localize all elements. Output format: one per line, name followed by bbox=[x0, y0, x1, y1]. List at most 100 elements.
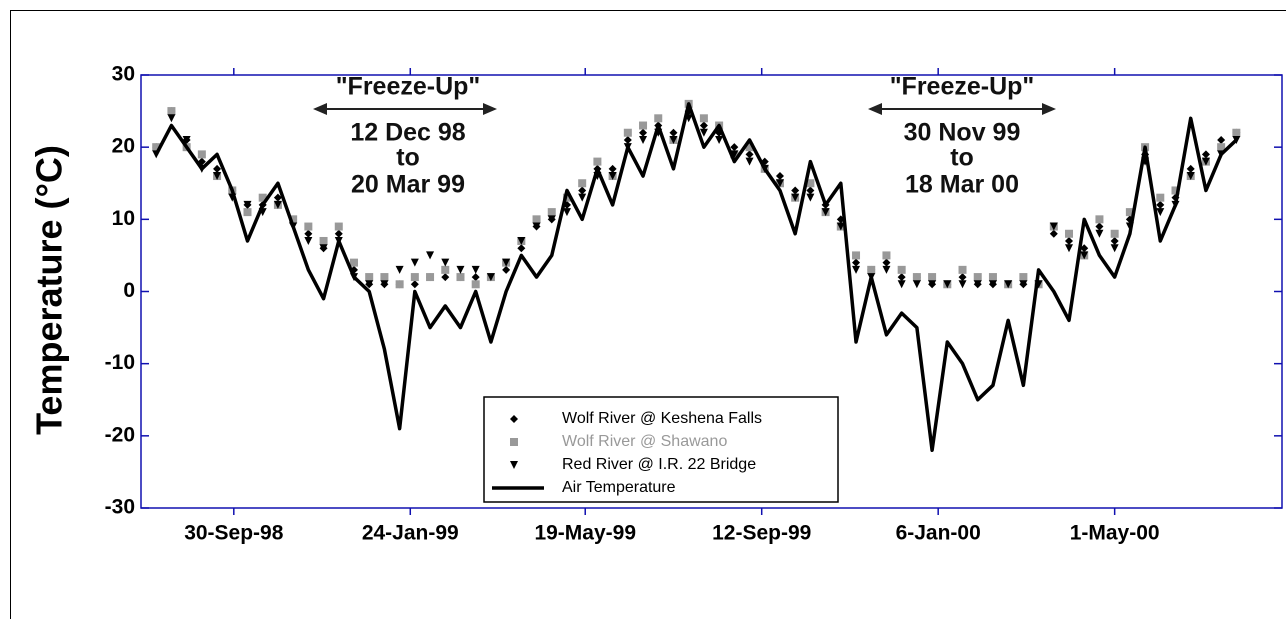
diamond-marker bbox=[669, 128, 678, 137]
diamond-marker bbox=[852, 258, 861, 267]
square-marker bbox=[1232, 128, 1241, 137]
triangle-marker bbox=[410, 258, 419, 267]
triangle-marker bbox=[882, 265, 891, 274]
square-marker bbox=[532, 215, 541, 224]
annotation-text: 30 Nov 99 bbox=[904, 119, 1021, 147]
air-temperature-line bbox=[154, 102, 1238, 453]
diamond-marker bbox=[334, 229, 343, 238]
triangle-marker bbox=[1049, 222, 1058, 231]
legend-label: Red River @ I.R. 22 Bridge bbox=[562, 456, 756, 473]
triangle-marker bbox=[562, 208, 571, 217]
square-marker bbox=[380, 273, 389, 282]
square-marker bbox=[623, 128, 632, 137]
square-marker bbox=[304, 222, 313, 231]
square-marker bbox=[654, 114, 663, 123]
diamond-marker bbox=[958, 273, 967, 282]
triangle-marker bbox=[973, 280, 982, 289]
arrowhead-right bbox=[1042, 103, 1056, 115]
square-marker bbox=[152, 143, 161, 152]
triangle-marker bbox=[441, 258, 450, 267]
square-marker bbox=[243, 208, 252, 217]
triangle-marker bbox=[426, 251, 435, 260]
triangle-marker bbox=[1019, 280, 1028, 289]
triangle-marker bbox=[1095, 229, 1104, 238]
diamond-marker bbox=[806, 186, 815, 195]
annotation-text: "Freeze-Up" bbox=[336, 73, 481, 101]
triangle-marker bbox=[988, 280, 997, 289]
square-marker bbox=[167, 107, 176, 116]
triangle-marker bbox=[1065, 244, 1074, 253]
annotation-text: 12 Dec 98 bbox=[350, 119, 465, 147]
diamond-marker bbox=[1110, 236, 1119, 245]
y-tick-label: 30 bbox=[112, 63, 135, 86]
triangle-marker bbox=[273, 200, 282, 209]
square-marker bbox=[852, 251, 861, 260]
triangle-marker bbox=[471, 265, 480, 274]
square-marker bbox=[882, 251, 891, 260]
triangle-marker bbox=[213, 172, 222, 181]
diamond-marker bbox=[745, 150, 754, 159]
y-tick-label: 20 bbox=[112, 135, 135, 158]
x-tick-label: 24-Jan-99 bbox=[362, 522, 459, 545]
triangle-marker bbox=[456, 265, 465, 274]
annotation-text: to bbox=[396, 144, 420, 172]
triangle-marker bbox=[669, 135, 678, 144]
square-marker bbox=[973, 273, 982, 282]
square-marker bbox=[426, 273, 435, 282]
triangle-marker bbox=[182, 135, 191, 144]
square-marker bbox=[197, 150, 206, 159]
triangle-marker bbox=[943, 280, 952, 289]
diamond-marker bbox=[273, 193, 282, 202]
triangle-marker bbox=[167, 114, 176, 123]
diamond-marker bbox=[517, 244, 526, 253]
square-marker bbox=[928, 273, 937, 282]
triangle-marker bbox=[1080, 251, 1089, 260]
triangle-marker bbox=[486, 273, 495, 282]
y-tick-label: 0 bbox=[123, 279, 135, 302]
triangle-marker bbox=[699, 128, 708, 137]
y-tick-label: 10 bbox=[112, 207, 135, 230]
frame bbox=[10, 10, 1286, 619]
square-marker bbox=[1171, 186, 1180, 195]
square-marker bbox=[806, 179, 815, 188]
diamond-marker bbox=[699, 121, 708, 130]
diamond-marker bbox=[1156, 200, 1165, 209]
legend-label: Wolf River @ Shawano bbox=[562, 433, 727, 450]
diamond-marker bbox=[730, 143, 739, 152]
triangle-marker bbox=[510, 461, 518, 469]
square-marker bbox=[456, 273, 465, 282]
triangle-marker bbox=[243, 200, 252, 209]
triangle-marker bbox=[836, 222, 845, 231]
y-tick-label: -10 bbox=[105, 351, 135, 374]
square-marker bbox=[471, 280, 480, 289]
triangle-marker bbox=[852, 265, 861, 274]
triangle-marker bbox=[1186, 172, 1195, 181]
x-tick-label: 1-May-00 bbox=[1070, 522, 1160, 545]
triangle-marker bbox=[639, 135, 648, 144]
square-marker bbox=[395, 280, 404, 289]
diamond-marker bbox=[1065, 236, 1074, 245]
square-marker bbox=[639, 121, 648, 130]
triangle-marker bbox=[365, 280, 374, 289]
triangle-marker bbox=[608, 172, 617, 181]
square-marker bbox=[349, 258, 358, 267]
annotation-text: 20 Mar 99 bbox=[351, 171, 465, 199]
annotation-text: to bbox=[950, 144, 974, 172]
diamond-marker bbox=[441, 273, 450, 282]
triangle-marker bbox=[395, 265, 404, 274]
annotation-text: "Freeze-Up" bbox=[890, 73, 1035, 101]
square-marker bbox=[1065, 229, 1074, 238]
diamond-marker bbox=[882, 258, 891, 267]
square-marker bbox=[958, 265, 967, 274]
legend-box bbox=[483, 396, 839, 503]
diamond-marker bbox=[471, 273, 480, 282]
triangle-marker bbox=[1004, 280, 1013, 289]
square-marker bbox=[699, 114, 708, 123]
arrowhead-right bbox=[483, 103, 497, 115]
triangle-marker bbox=[578, 193, 587, 202]
arrowhead-left bbox=[868, 103, 882, 115]
diamond-marker bbox=[1217, 135, 1226, 144]
square-marker bbox=[289, 215, 298, 224]
triangle-marker bbox=[532, 222, 541, 231]
